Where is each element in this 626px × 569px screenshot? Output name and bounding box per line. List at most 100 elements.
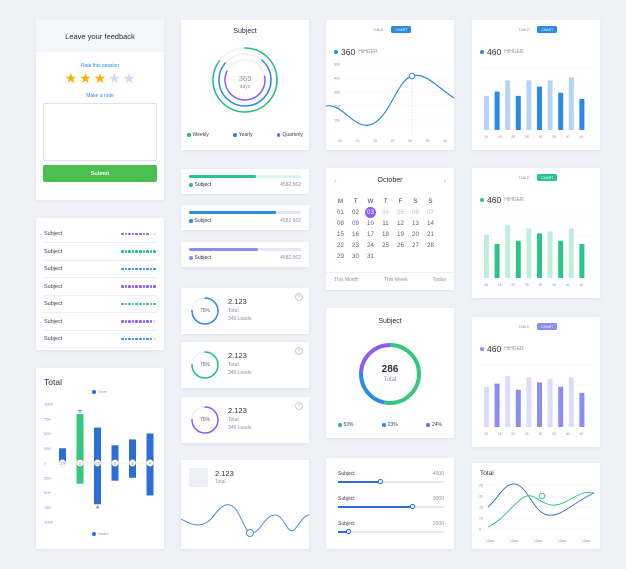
calendar-day[interactable]: 12: [397, 220, 404, 227]
slider-handle[interactable]: [346, 529, 351, 534]
slider-handle[interactable]: [410, 504, 415, 509]
star-icon[interactable]: ★: [122, 70, 136, 86]
slider-value: 2000: [432, 521, 444, 527]
slider-track[interactable]: [338, 479, 444, 484]
slider-track[interactable]: [338, 504, 444, 509]
toggle-table[interactable]: TABLE: [518, 175, 530, 180]
bar-value-label: 1.5: [60, 461, 65, 465]
calendar-week: 01 02 03 04 05 06 07: [333, 207, 438, 218]
waterfall-bar: [129, 439, 136, 478]
star-icon[interactable]: ★: [93, 70, 107, 86]
x-tick-label: 45: [579, 283, 583, 287]
calendar-day-selected[interactable]: 03: [365, 207, 376, 218]
subject-row[interactable]: Subject: [44, 296, 156, 313]
lead-add-button[interactable]: +: [295, 293, 303, 301]
progress-bar-fill: [189, 175, 257, 178]
toggle-table[interactable]: TABLE: [518, 324, 530, 329]
lead-percent: 75%: [199, 308, 210, 314]
weekday-label: F: [398, 198, 403, 205]
next-month-icon[interactable]: ›: [443, 176, 446, 185]
calendar-day[interactable]: 01: [337, 209, 344, 216]
bar-value-bubble: [111, 459, 119, 467]
calendar-range-option[interactable]: This Week: [383, 277, 408, 283]
calendar-day[interactable]: 31: [367, 253, 374, 260]
star-icon[interactable]: ★: [108, 70, 121, 86]
bar-value-bubble: [93, 459, 102, 467]
progress-bar-track: [189, 211, 301, 214]
star-icon[interactable]: ★: [79, 70, 92, 86]
calendar-day[interactable]: 05: [397, 209, 404, 216]
calendar-day[interactable]: 07: [427, 209, 434, 216]
legend-dot: [276, 133, 281, 137]
calendar-day[interactable]: 13: [412, 220, 419, 227]
bar-card-suffix: HIHGER: [504, 49, 524, 55]
calendar-day[interactable]: 29: [337, 253, 344, 260]
calendar-day[interactable]: 10: [367, 220, 374, 227]
toggle-chart[interactable]: CHART: [391, 26, 412, 33]
lead-add-button[interactable]: +: [295, 402, 303, 410]
feedback-title: Leave your feedback: [65, 31, 135, 41]
calendar-day[interactable]: 17: [367, 231, 374, 238]
calendar-day[interactable]: 24: [367, 242, 374, 249]
calendar-range-option[interactable]: This Month: [334, 277, 359, 283]
calendar-day[interactable]: 14: [427, 220, 434, 227]
toggle-chart[interactable]: CHART: [537, 323, 558, 330]
calendar-day[interactable]: 27: [412, 242, 419, 249]
calendar-day[interactable]: 30: [352, 253, 359, 260]
calendar-day[interactable]: 16: [352, 231, 359, 238]
calendar-day[interactable]: 28: [427, 242, 434, 249]
bar-card-value: 460: [487, 344, 502, 354]
lead-percent: 75%: [199, 362, 210, 368]
calendar-day[interactable]: 09: [352, 220, 359, 227]
calendar-day[interactable]: 15: [337, 231, 344, 238]
bar-card-value: 460: [487, 47, 502, 57]
star-rating[interactable]: ★ ★ ★ ★ ★: [36, 71, 164, 85]
calendar-day[interactable]: 26: [397, 242, 404, 249]
subject-list-card: Subject Subject Subject Subject Subject …: [36, 218, 164, 350]
y-tick-label: 15: [479, 505, 483, 509]
calendar-range-option[interactable]: Today: [432, 277, 446, 283]
subject-row[interactable]: Subject: [44, 279, 156, 296]
subject-row[interactable]: Subject: [44, 244, 156, 261]
note-textarea[interactable]: [43, 103, 157, 161]
slider-track[interactable]: [338, 529, 444, 534]
subject-row[interactable]: Subject: [44, 314, 156, 331]
toggle-table[interactable]: TABLE: [518, 27, 530, 32]
calendar-day[interactable]: 23: [352, 242, 359, 249]
calendar-day[interactable]: 19: [397, 231, 404, 238]
lead-ring: [191, 406, 219, 434]
slider-handle[interactable]: [378, 479, 383, 484]
prev-month-icon[interactable]: ‹: [334, 176, 337, 185]
calendar-day[interactable]: 20: [412, 231, 419, 238]
calendar-day[interactable]: 02: [352, 209, 359, 216]
total-waterfall-card: Total Over 1000 750 500 250 0 250 500 750 1000 1.…: [36, 368, 164, 549]
lead-add-button[interactable]: +: [295, 347, 303, 355]
calendar-day[interactable]: 04: [382, 209, 389, 216]
series-line: [326, 74, 454, 126]
subject-row[interactable]: Subject: [44, 331, 156, 348]
toggle-table[interactable]: TABLE: [372, 27, 384, 32]
toggle-chart[interactable]: CHART: [537, 174, 558, 181]
calendar-day[interactable]: 25: [382, 242, 389, 249]
calendar-day[interactable]: 18: [382, 231, 389, 238]
subject-row[interactable]: Subject: [44, 226, 156, 243]
weekday-label: T: [353, 198, 358, 205]
weekday-label: S: [413, 198, 418, 205]
legend-dot: [187, 133, 191, 137]
lead-card: 75% 2.123 Total 345 Leads +: [181, 342, 309, 388]
subject-row[interactable]: Subject: [44, 261, 156, 278]
x-tick-label: 35: [552, 135, 556, 139]
donut-legend-dot: [382, 423, 386, 427]
legend-over-label: Over: [98, 389, 107, 394]
calendar-day[interactable]: 08: [337, 220, 344, 227]
total-donut-card: Subject 286 Total 53% 23% 24%: [326, 308, 454, 438]
calendar-day[interactable]: 21: [427, 231, 434, 238]
calendar-day[interactable]: 11: [382, 220, 389, 227]
calendar-day[interactable]: 06: [412, 209, 419, 216]
calendar-day[interactable]: 22: [337, 242, 344, 249]
y-tick-label: 5: [479, 527, 481, 531]
submit-button[interactable]: Submit: [43, 165, 157, 182]
star-icon[interactable]: ★: [64, 70, 78, 86]
toggle-chart[interactable]: CHART: [537, 26, 558, 33]
subject-row-rating: [121, 250, 156, 253]
